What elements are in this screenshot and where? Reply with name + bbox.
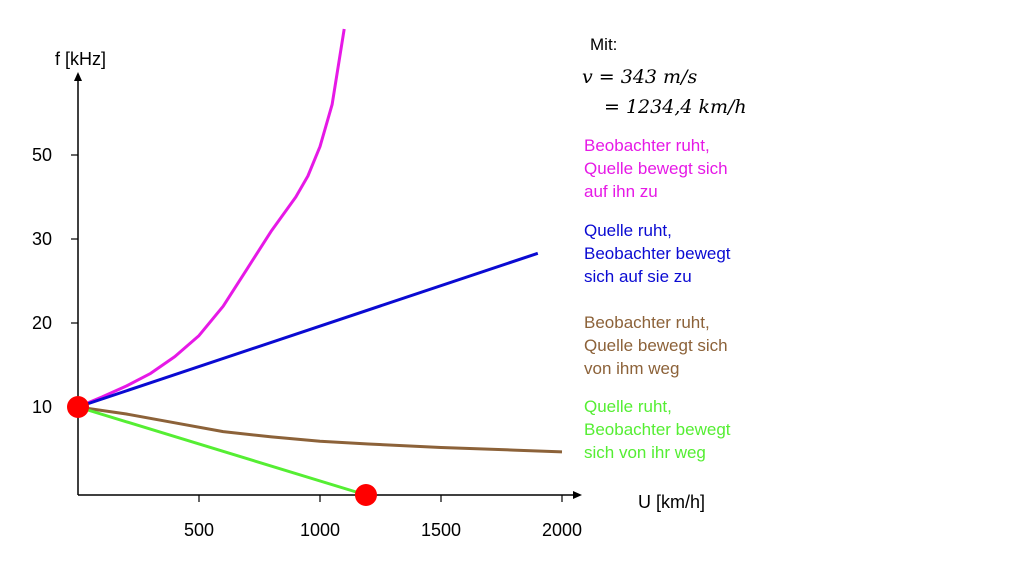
legend-line: von ihm weg bbox=[584, 359, 680, 378]
y-tick-label: 20 bbox=[32, 313, 52, 333]
x-axis-label: U [km/h] bbox=[638, 492, 705, 512]
legend-line: Beobachter ruht, bbox=[584, 313, 710, 332]
formula-speed-ms: v = 343 m/s bbox=[582, 66, 698, 88]
legend-line: auf ihn zu bbox=[584, 182, 658, 201]
series-line-1 bbox=[77, 28, 346, 409]
series-line-2 bbox=[77, 251, 539, 409]
legend-line: Beobachter bewegt bbox=[584, 420, 731, 439]
legend-line: sich von ihr weg bbox=[584, 443, 706, 462]
legend-line: sich auf sie zu bbox=[584, 267, 692, 286]
y-tick-label: 50 bbox=[32, 145, 52, 165]
legend-line: Quelle ruht, bbox=[584, 221, 672, 240]
legend-line: Quelle bewegt sich bbox=[584, 159, 728, 178]
marker-point-1 bbox=[67, 396, 89, 418]
legend-line: Quelle bewegt sich bbox=[584, 336, 728, 355]
x-tick-label: 2000 bbox=[542, 520, 582, 540]
x-tick-label: 1000 bbox=[300, 520, 340, 540]
mit-label: Mit: bbox=[590, 35, 618, 54]
legend-line: Beobachter bewegt bbox=[584, 244, 731, 263]
y-tick-label: 10 bbox=[32, 397, 52, 417]
y-axis-label: f [kHz] bbox=[55, 49, 106, 69]
x-tick-label: 500 bbox=[184, 520, 214, 540]
marker-point-2 bbox=[354, 484, 377, 506]
legend-entry-source-receding: Beobachter ruht, Quelle bewegt sich von … bbox=[584, 311, 728, 380]
x-tick-label: 1500 bbox=[421, 520, 461, 540]
legend-line: Quelle ruht, bbox=[584, 397, 672, 416]
formula-speed-kmh: = 1234,4 km/h bbox=[604, 96, 747, 118]
legend-line: Beobachter ruht, bbox=[584, 136, 710, 155]
legend-entry-source-approaching: Beobachter ruht, Quelle bewegt sich auf … bbox=[584, 134, 728, 203]
legend-entry-observer-approaching: Quelle ruht, Beobachter bewegt sich auf … bbox=[584, 219, 731, 288]
y-tick-label: 30 bbox=[32, 229, 52, 249]
legend-entry-observer-receding: Quelle ruht, Beobachter bewegt sich von … bbox=[584, 395, 731, 464]
series-line-4 bbox=[77, 405, 367, 497]
series-line-3 bbox=[77, 405, 563, 454]
